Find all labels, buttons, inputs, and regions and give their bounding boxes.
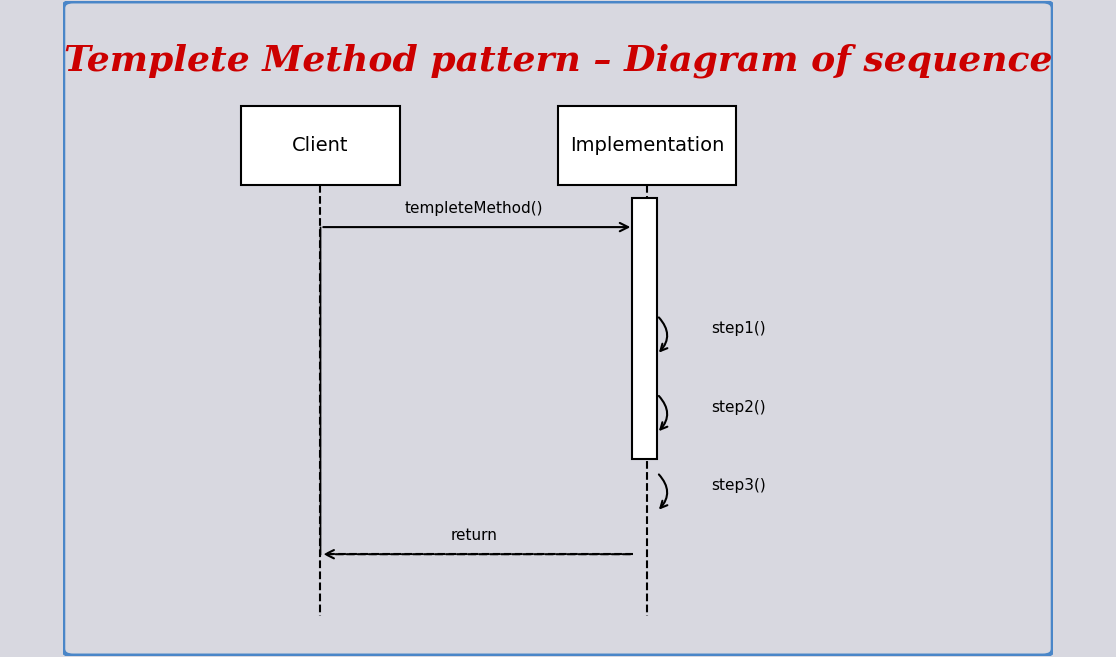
FancyBboxPatch shape	[64, 1, 1052, 656]
Text: step3(): step3()	[711, 478, 767, 493]
Text: return: return	[451, 528, 498, 543]
Text: Templete Method pattern – Diagram of sequence: Templete Method pattern – Diagram of seq…	[64, 43, 1052, 78]
Text: Implementation: Implementation	[570, 136, 724, 155]
Text: Client: Client	[292, 136, 348, 155]
Text: step2(): step2()	[711, 399, 766, 415]
Text: step1(): step1()	[711, 321, 766, 336]
FancyBboxPatch shape	[633, 198, 657, 459]
Text: templeteMethod(): templeteMethod()	[405, 201, 543, 216]
FancyBboxPatch shape	[558, 106, 737, 185]
FancyBboxPatch shape	[241, 106, 400, 185]
